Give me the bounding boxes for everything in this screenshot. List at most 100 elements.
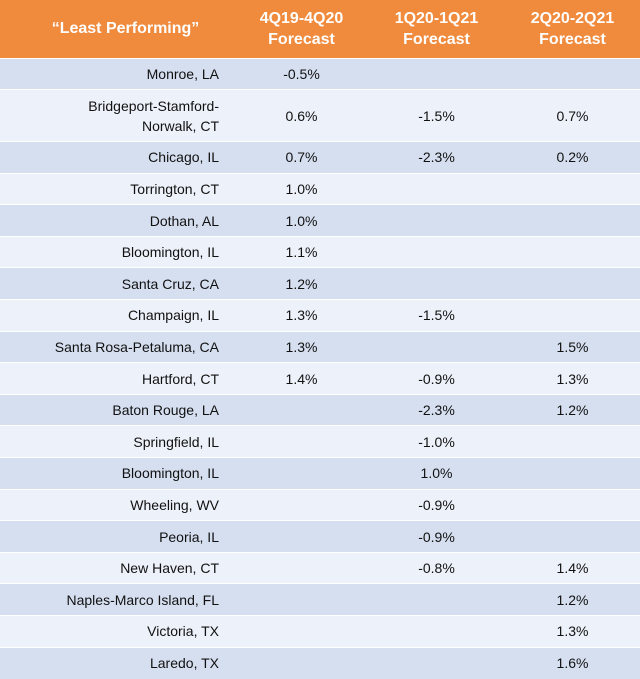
forecast-value [368,583,505,616]
table-row: Santa Cruz, CA 1.2% [0,267,640,300]
forecast-value: 1.3% [235,299,368,332]
forecast-value [368,235,505,268]
forecast-value [235,425,368,458]
market-name: Springfield, IL [0,425,235,458]
market-name: Bloomington, IL [0,457,235,490]
forecast-value [235,488,368,521]
forecast-value [368,646,505,679]
market-name: Bridgeport-Stamford- Norwalk, CT [0,89,235,142]
forecast-value: -1.5% [368,299,505,332]
forecast-value: 1.0% [235,204,368,237]
forecast-value: -0.5% [235,57,368,90]
market-name: Hartford, CT [0,362,235,395]
forecast-value [235,583,368,616]
market-name: Bloomington, IL [0,235,235,268]
table-row: Torrington, CT 1.0% [0,172,640,205]
forecast-value: -2.3% [368,141,505,174]
market-name: Naples-Marco Island, FL [0,583,235,616]
table-row: Wheeling, WV -0.9% [0,488,640,521]
forecast-value: 1.3% [235,330,368,363]
forecast-value [235,457,368,490]
forecast-value [505,425,640,458]
table-row: Dothan, AL 1.0% [0,204,640,237]
table-row: Bridgeport-Stamford- Norwalk, CT 0.6% -1.5%… [0,89,640,142]
forecast-value [368,57,505,90]
column-header-line1: 1Q20-1Q21 [394,9,479,27]
table-row: Monroe, LA -0.5% [0,57,640,90]
column-header-line1: 2Q20-2Q21 [530,9,615,27]
forecast-value [505,457,640,490]
market-name: Monroe, LA [0,57,235,90]
forecast-value: 1.5% [505,330,640,363]
market-name: Baton Rouge, LA [0,393,235,426]
forecast-value [368,172,505,205]
forecast-value: 0.2% [505,141,640,174]
table-row: Bloomington, IL 1.1% [0,235,640,268]
market-name: Chicago, IL [0,141,235,174]
table-row: Santa Rosa-Petaluma, CA 1.3% 1.5% [0,330,640,363]
market-name: New Haven, CT [0,551,235,584]
forecast-value: 1.0% [235,172,368,205]
forecast-value [505,57,640,90]
table-row: Champaign, IL 1.3% -1.5% [0,299,640,332]
forecast-value [505,172,640,205]
market-name: Santa Rosa-Petaluma, CA [0,330,235,363]
market-name: Victoria, TX [0,615,235,648]
forecast-value [235,520,368,553]
column-header-line2: Forecast [268,30,335,48]
column-header-line1: 4Q19-4Q20 [259,9,344,27]
table-body: Monroe, LA -0.5% Bridgeport-Stamford- Norwa… [0,57,640,679]
column-header-4q19-4q20: 4Q19-4Q20 Forecast [235,0,368,58]
forecast-value: 1.2% [505,583,640,616]
forecast-value: 1.6% [505,646,640,679]
forecast-value [505,235,640,268]
column-header-2q20-2q21: 2Q20-2Q21 Forecast [505,0,640,58]
column-header-line2: Forecast [539,30,606,48]
market-name: Peoria, IL [0,520,235,553]
table-row: Peoria, IL -0.9% [0,520,640,553]
table-row: Chicago, IL 0.7% -2.3% 0.2% [0,141,640,174]
column-header-line2: Forecast [403,30,470,48]
table-row: Naples-Marco Island, FL 1.2% [0,583,640,616]
forecast-value [235,551,368,584]
forecast-value [235,646,368,679]
table-row: Baton Rouge, LA -2.3% 1.2% [0,393,640,426]
forecast-value: 1.3% [505,362,640,395]
forecast-value [368,330,505,363]
table-row: New Haven, CT -0.8% 1.4% [0,551,640,584]
forecast-value: -0.9% [368,488,505,521]
column-header-1q20-1q21: 1Q20-1Q21 Forecast [368,0,505,58]
forecast-value: -1.0% [368,425,505,458]
table-header: “Least Performing” 4Q19-4Q20 Forecast 1Q… [0,0,640,58]
forecast-value [505,520,640,553]
forecast-value: -0.9% [368,362,505,395]
market-name-line2: Norwalk, CT [141,117,219,134]
forecast-value [235,393,368,426]
table-row: Bloomington, IL 1.0% [0,457,640,490]
market-name-line1: Bridgeport-Stamford- [88,97,219,114]
forecast-value: 1.4% [505,551,640,584]
forecast-value: 0.6% [235,89,368,142]
forecast-value: 1.0% [368,457,505,490]
table-row: Springfield, IL -1.0% [0,425,640,458]
table-title: “Least Performing” [0,0,235,58]
table-row: Hartford, CT 1.4% -0.9% 1.3% [0,362,640,395]
forecast-value [368,267,505,300]
forecast-value [505,204,640,237]
forecast-value: 1.1% [235,235,368,268]
market-name: Santa Cruz, CA [0,267,235,300]
forecast-value: -0.8% [368,551,505,584]
market-name: Wheeling, WV [0,488,235,521]
forecast-value: -0.9% [368,520,505,553]
forecast-value: 0.7% [235,141,368,174]
forecast-value: 1.2% [235,267,368,300]
forecast-value [505,267,640,300]
forecast-value [505,299,640,332]
forecast-value: 1.4% [235,362,368,395]
header-row: “Least Performing” 4Q19-4Q20 Forecast 1Q… [0,0,640,58]
market-name: Dothan, AL [0,204,235,237]
market-name: Laredo, TX [0,646,235,679]
table-row: Laredo, TX 1.6% [0,646,640,679]
market-name: Torrington, CT [0,172,235,205]
